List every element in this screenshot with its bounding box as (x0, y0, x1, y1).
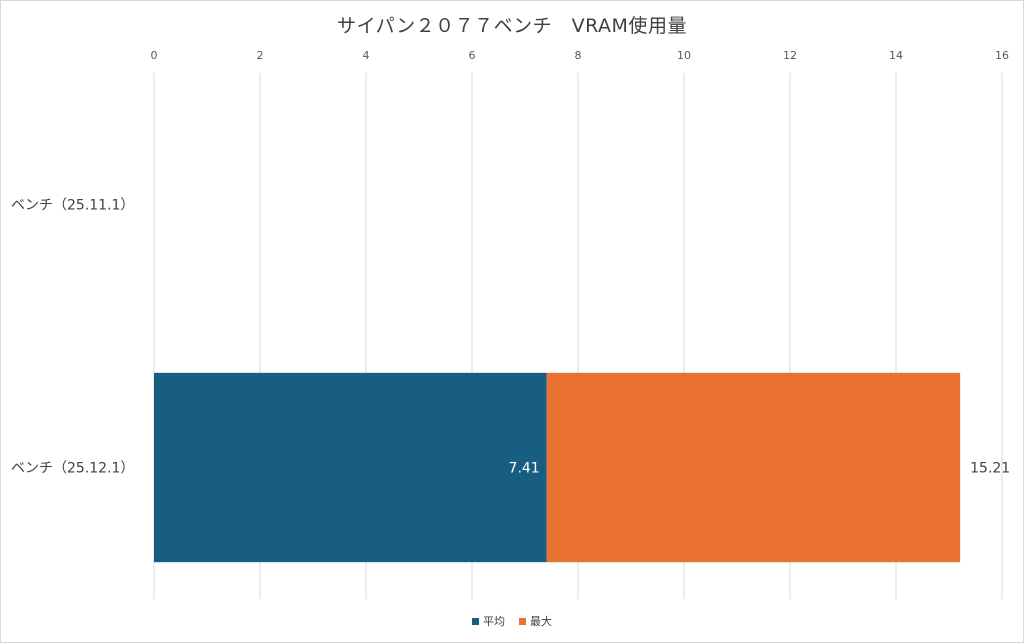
bar-max (546, 372, 961, 563)
x-tick-label: 0 (151, 49, 158, 62)
legend-swatch-max (519, 617, 526, 625)
x-tick-label: 2 (257, 49, 264, 62)
category-label: ベンチ（25.11.1） (11, 198, 134, 214)
legend-item-max: 最大 (519, 613, 552, 629)
bar-average (154, 372, 547, 563)
x-tick-label: 12 (783, 49, 797, 62)
legend-label-max: 最大 (530, 615, 552, 628)
data-label-max: 15.21 (970, 461, 1010, 477)
x-tick-label: 16 (995, 49, 1009, 62)
x-tick-label: 6 (469, 49, 476, 62)
data-label-average: 7.41 (509, 461, 540, 477)
legend-label-average: 平均 (483, 615, 505, 628)
legend-swatch-average (472, 617, 479, 625)
legend-item-average: 平均 (472, 613, 505, 629)
category-label: ベンチ（25.12.1） (11, 461, 134, 477)
legend: 平均 最大 (1, 613, 1023, 629)
x-tick-label: 8 (575, 49, 582, 62)
x-tick-label: 4 (363, 49, 370, 62)
x-tick-label: 14 (889, 49, 903, 62)
x-tick-label: 10 (677, 49, 691, 62)
chart-title: サイパン２０７７ベンチ VRAM使用量 (337, 15, 687, 37)
